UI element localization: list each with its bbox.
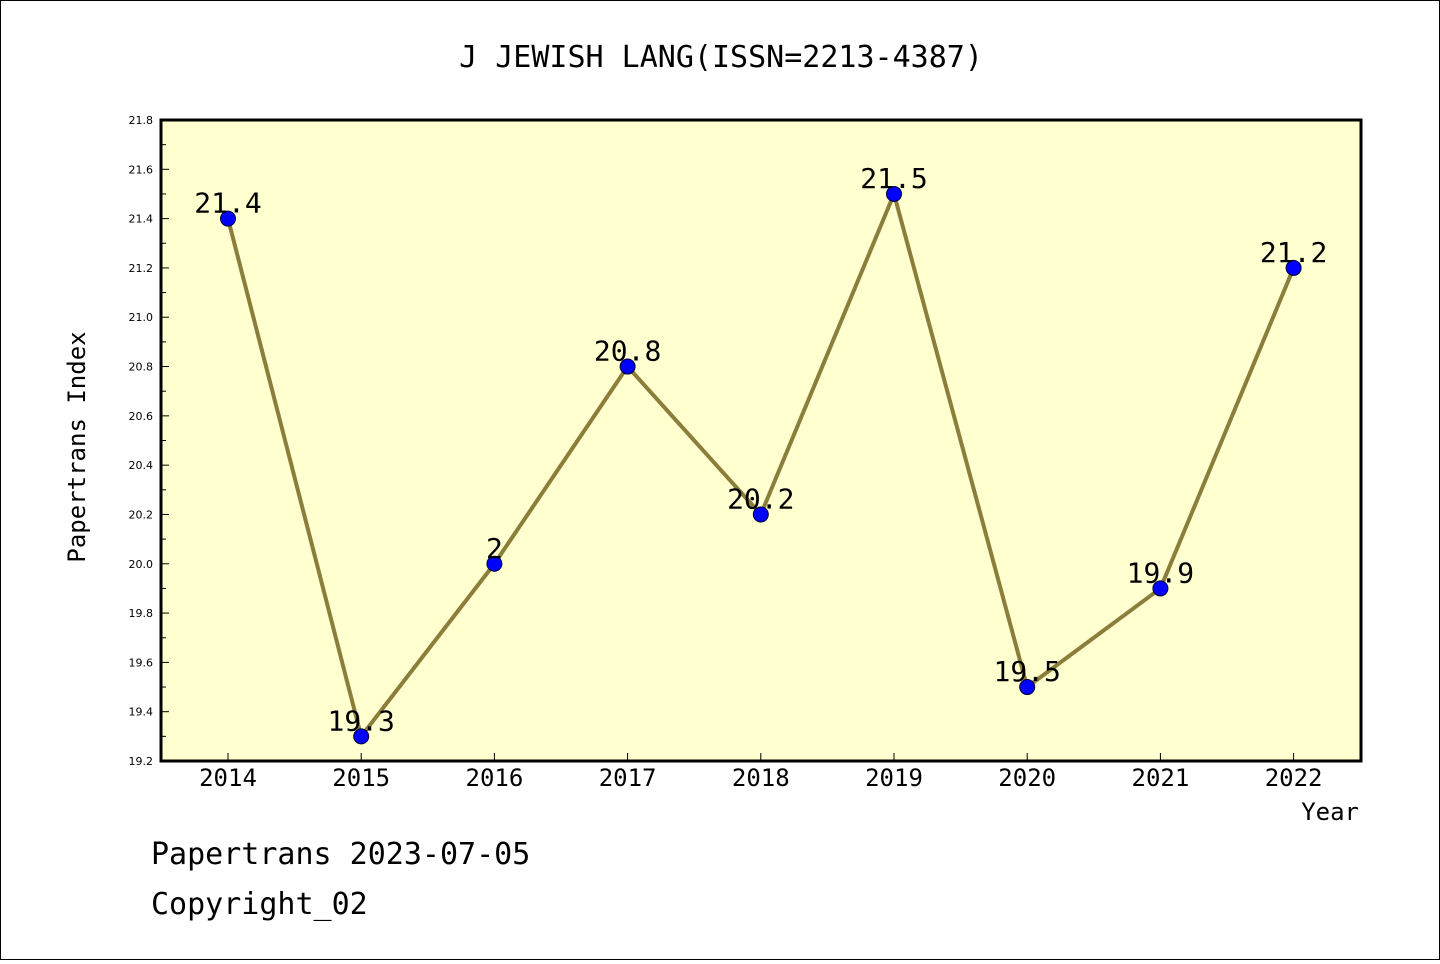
data-label: 19.9 [1127,556,1194,589]
y-tick-label: 19.8 [129,607,154,620]
data-label: 20.8 [594,335,661,368]
data-label: 21.4 [194,187,261,220]
x-tick-label: 2014 [199,764,257,792]
data-label: 21.2 [1260,236,1327,269]
data-point [353,728,370,745]
plot-area [159,118,1363,763]
data-point [1152,580,1169,597]
x-axis-label: Year [1301,798,1359,826]
y-tick-label: 21.0 [129,311,154,324]
y-axis-ticks: 19.2 19.4 19.6 19.8 20.0 20.2 20.4 20.6 20.8 21.0… [129,114,169,768]
y-tick-label: 21.4 [129,213,154,226]
data-labels: 21.4 19.3 2 20.8 20.2 21.5 19.5 19.9 21.2 [194,162,1327,737]
y-tick-label: 19.6 [129,656,154,669]
footer-copyright: Copyright_02 [151,887,368,922]
y-tick-label: 20.0 [129,558,154,571]
data-label: 19.5 [993,655,1060,688]
y-tick-label: 21.8 [129,114,154,127]
y-tick-label: 19.4 [129,706,154,719]
x-tick-label: 2017 [599,764,657,792]
footer-date: Papertrans 2023-07-05 [151,837,530,872]
y-tick-label: 19.2 [129,755,154,768]
data-point [886,185,902,202]
x-tick-label: 2015 [332,764,390,792]
x-tick-label: 2018 [732,764,790,792]
data-point [1285,259,1302,276]
data-points [220,185,1302,745]
y-tick-label: 20.6 [129,410,154,423]
data-label: 2 [486,532,503,565]
chart-title: J JEWISH LANG(ISSN=2213-4387) [459,40,983,75]
data-point [486,555,503,572]
y-tick-label: 20.2 [129,508,154,521]
data-point [752,506,769,523]
x-axis-ticks: 2014 2015 2016 2017 2018 2019 2020 2021 2022 [199,753,1322,792]
y-tick-label: 20.8 [129,361,154,374]
x-tick-label: 2021 [1132,764,1190,792]
data-label: 21.5 [860,162,927,195]
data-label: 19.3 [327,704,394,737]
y-tick-label: 20.4 [129,459,154,472]
y-tick-label: 21.6 [129,163,154,176]
data-point [619,358,636,375]
y-axis-label: Papertrans Index [63,331,91,562]
y-tick-label: 21.2 [129,262,154,275]
data-label: 20.2 [727,482,794,515]
x-tick-label: 2022 [1265,764,1323,792]
x-tick-label: 2016 [466,764,524,792]
data-point [220,210,236,227]
x-tick-label: 2020 [998,764,1056,792]
data-point [1019,679,1036,696]
x-tick-label: 2019 [865,764,923,792]
